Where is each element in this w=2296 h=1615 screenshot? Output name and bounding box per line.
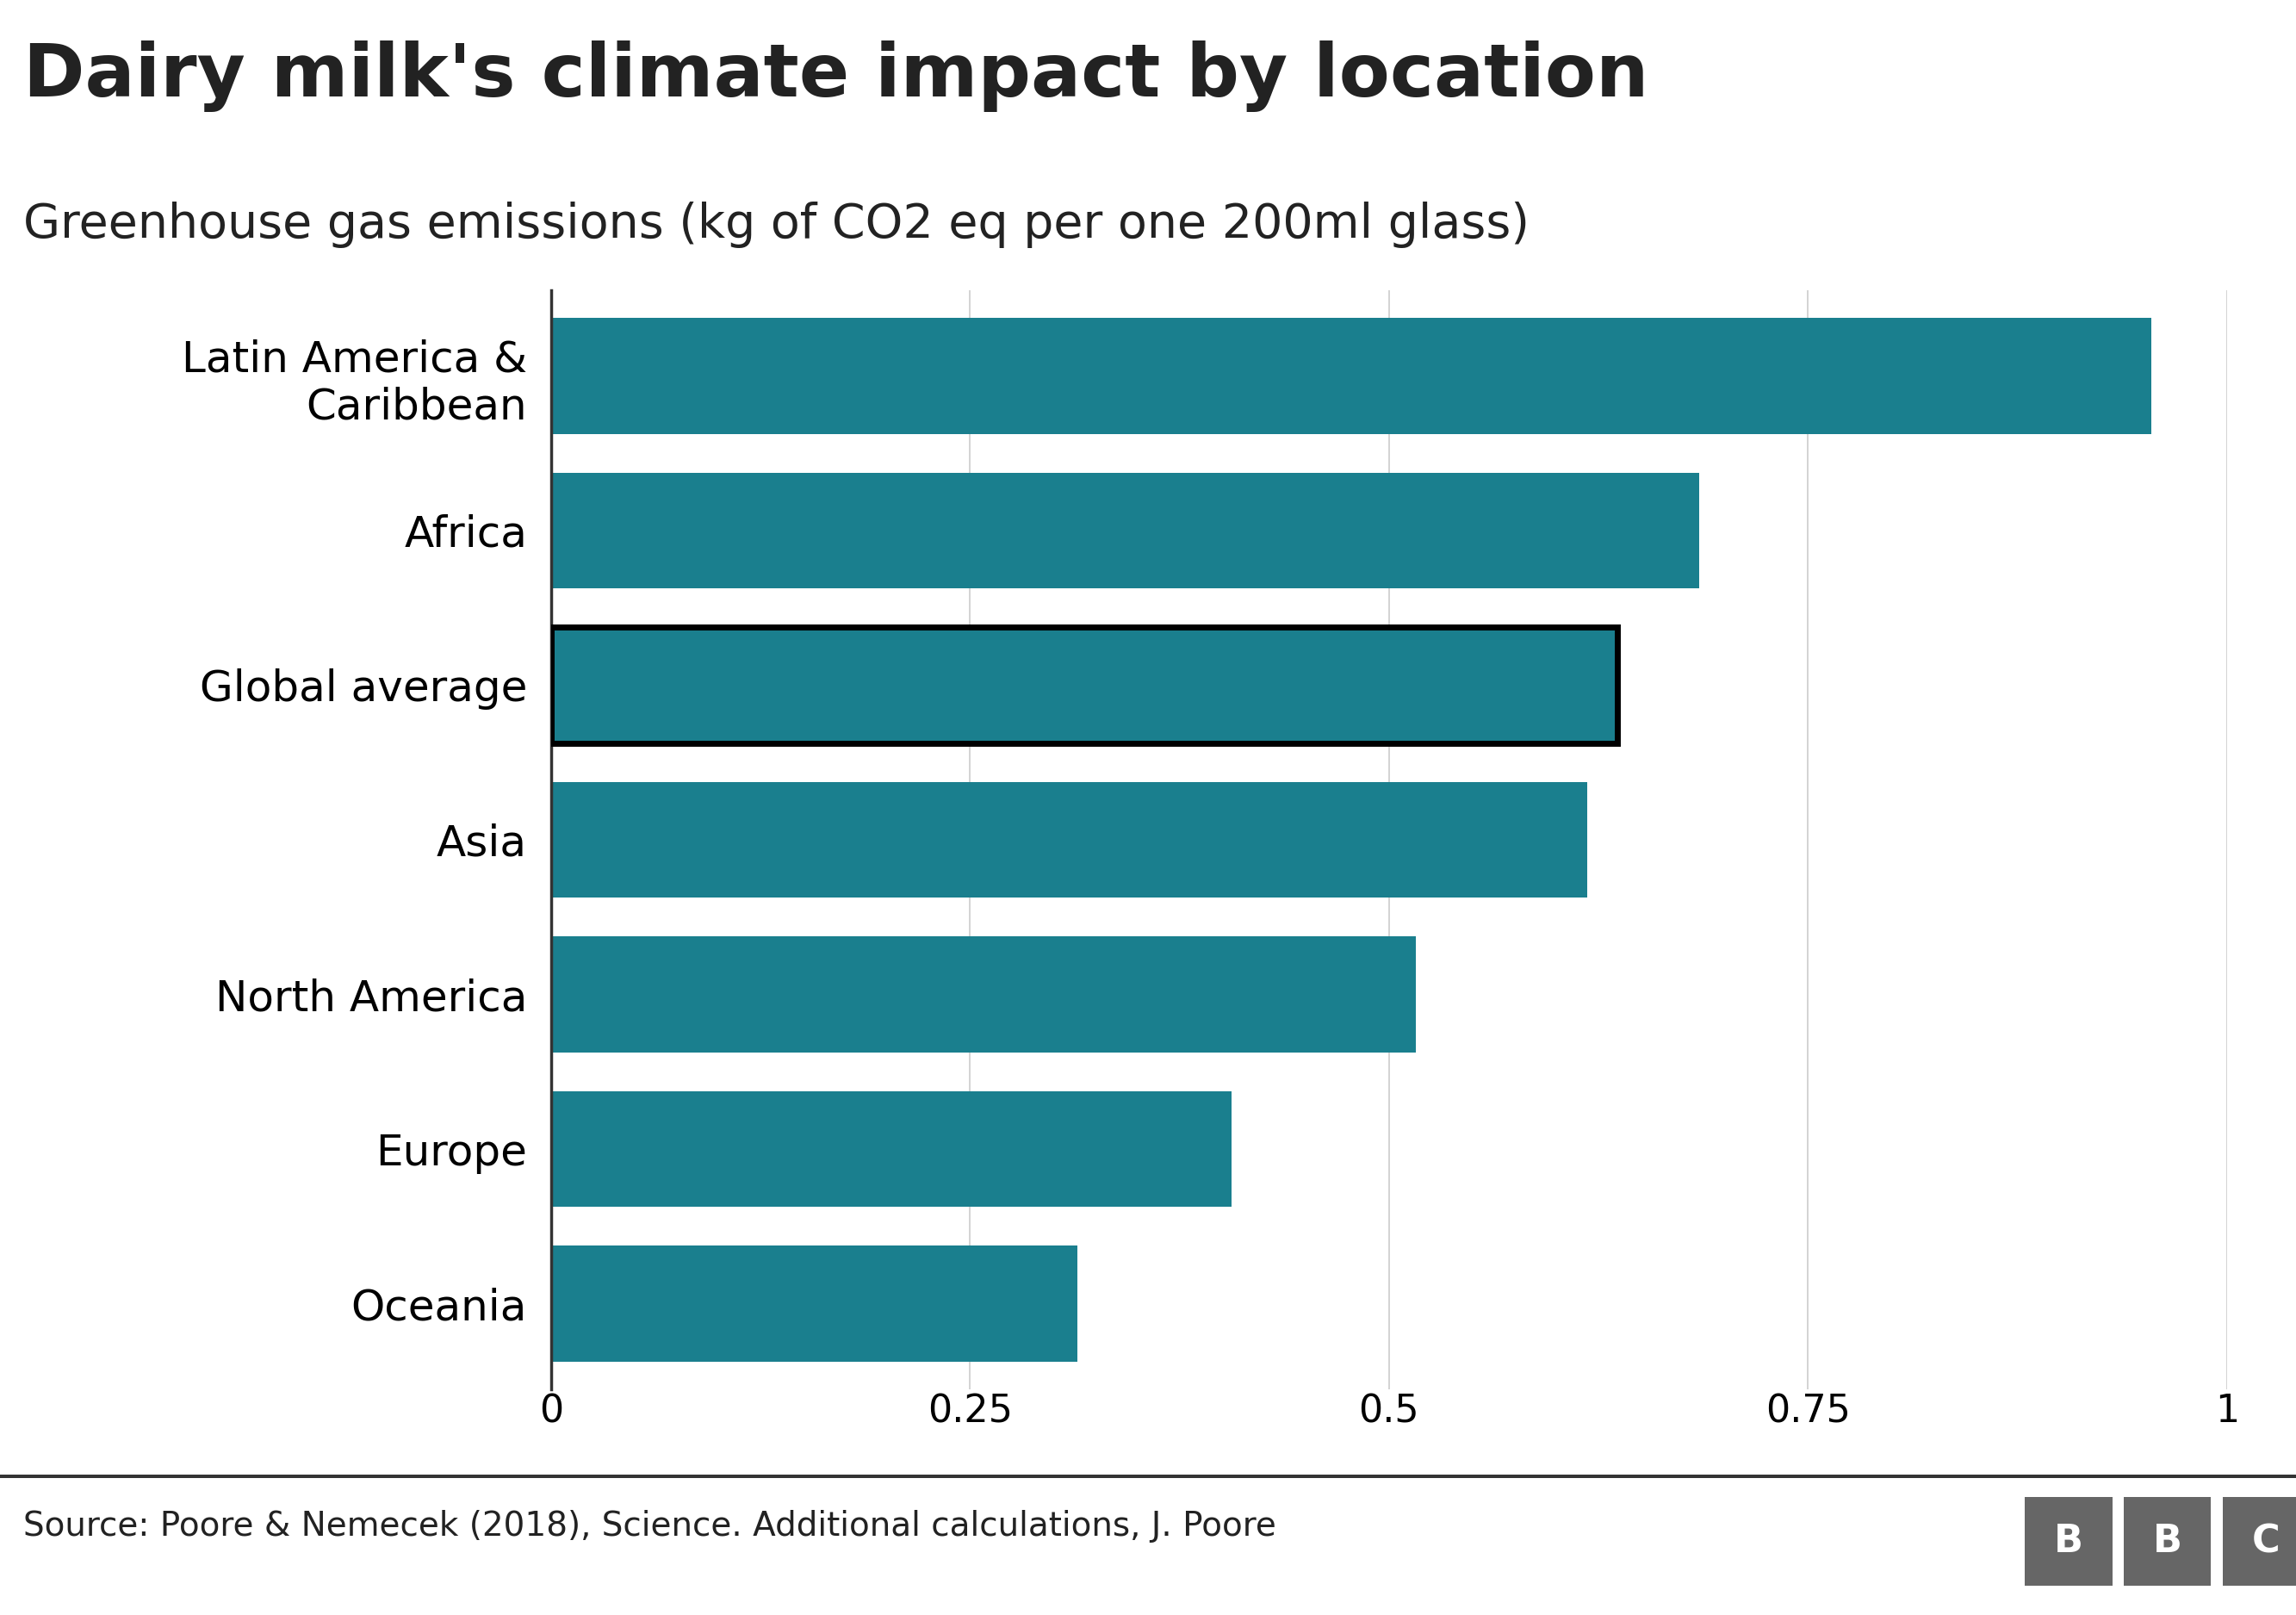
Bar [551,627,1616,743]
Bar [551,782,1587,898]
Text: Greenhouse gas emissions (kg of CO2 eq per one 200ml glass): Greenhouse gas emissions (kg of CO2 eq p… [23,202,1529,249]
Bar [551,1092,1231,1206]
Text: B: B [2055,1523,2082,1560]
Bar [551,318,2151,434]
Text: C: C [2252,1523,2280,1560]
Text: Dairy milk's climate impact by location: Dairy milk's climate impact by location [23,40,1649,111]
Bar [551,1245,1077,1361]
Bar [551,473,1699,588]
Text: Source: Poore & Nemecek (2018), Science. Additional calculations, J. Poore: Source: Poore & Nemecek (2018), Science.… [23,1510,1277,1542]
Bar [551,937,1417,1053]
Text: B: B [2154,1523,2181,1560]
